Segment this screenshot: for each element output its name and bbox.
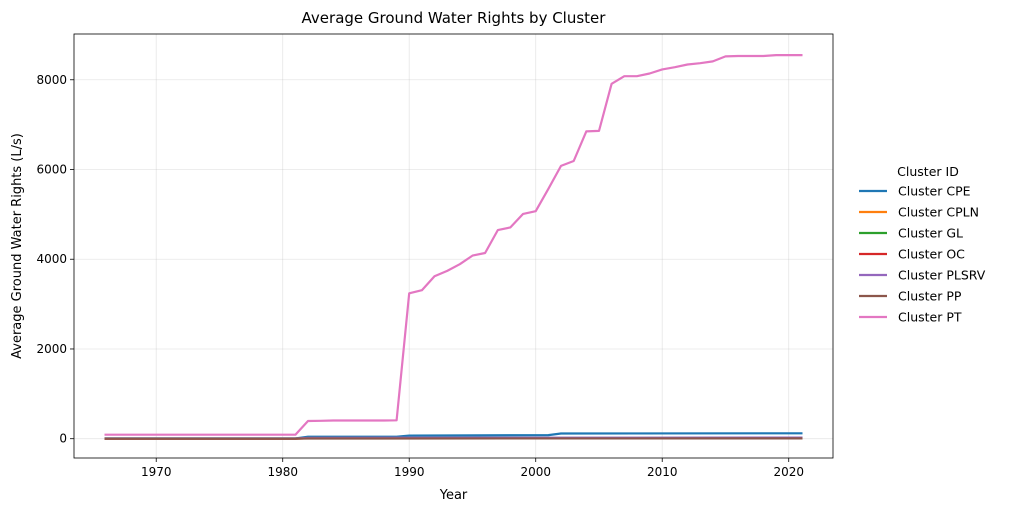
plot-frame [73, 33, 834, 459]
x-tick-label: 2020 [773, 465, 804, 479]
series-line-cluster-pt [104, 53, 803, 436]
x-axis: 1970 1980 1990 2000 2010 2020 [141, 458, 804, 479]
y-axis-label: Average Ground Water Rights (L/s) [10, 133, 25, 359]
y-tick-label: 4000 [36, 252, 67, 266]
y-axis: 0 2000 4000 6000 8000 [36, 73, 74, 446]
x-tick-label: 2010 [647, 465, 678, 479]
legend-entry: Cluster OC [898, 247, 965, 262]
chart-title: Average Ground Water Rights by Cluster [302, 9, 607, 27]
y-tick-label: 0 [59, 432, 67, 446]
x-tick-label: 1990 [394, 465, 425, 479]
legend-entry: Cluster CPLN [898, 205, 979, 220]
y-tick-label: 8000 [36, 73, 67, 87]
legend-entry: Cluster PP [898, 289, 962, 304]
y-tick-label: 6000 [36, 163, 67, 177]
legend-entry: Cluster PLSRV [898, 268, 986, 283]
series-layer [104, 53, 803, 440]
x-tick-label: 1970 [141, 465, 172, 479]
legend-entry: Cluster GL [898, 226, 963, 241]
legend-entry: Cluster CPE [898, 184, 971, 199]
legend-title: Cluster ID [897, 164, 959, 179]
x-tick-label: 1980 [267, 465, 298, 479]
x-axis-label: Year [439, 488, 468, 503]
x-tick-label: 2000 [520, 465, 551, 479]
legend-entry: Cluster PT [898, 310, 962, 325]
grid [74, 34, 833, 458]
y-tick-label: 2000 [36, 342, 67, 356]
legend: Cluster ID Cluster CPE Cluster CPLN Cluste… [859, 164, 986, 325]
